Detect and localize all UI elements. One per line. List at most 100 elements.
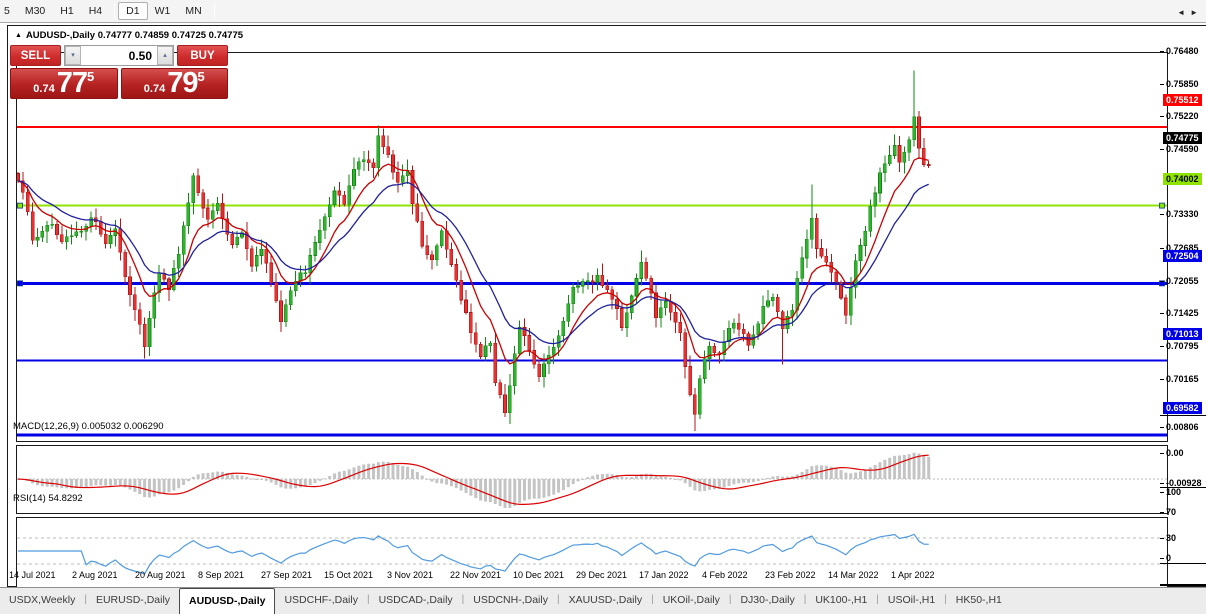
trade-panel-controls: SELL ▾ 0.50 ▴ BUY xyxy=(10,45,228,66)
buy-price-main: 79 xyxy=(167,67,198,99)
rsi-axis-label: 70 xyxy=(1166,506,1177,517)
date-axis-label: 10 Dec 2021 xyxy=(513,570,565,580)
sell-price-display[interactable]: 0.74 77 5 xyxy=(10,68,118,99)
volume-stepper: ▾ 0.50 ▴ xyxy=(64,45,174,66)
price-badge-0.75512: 0.75512 xyxy=(1163,94,1202,107)
volume-increase-button[interactable]: ▴ xyxy=(157,46,173,65)
price-badge-0.74002: 0.74002 xyxy=(1163,172,1202,185)
chart-tab-ukoil-daily[interactable]: UKOil-,Daily xyxy=(662,594,720,606)
collapse-triangle-icon[interactable]: ▲ xyxy=(15,32,22,39)
axis-tick xyxy=(1160,453,1164,454)
timeframe-button-m30[interactable]: M30 xyxy=(24,5,46,17)
price-axis-label: 0.75220 xyxy=(1166,111,1199,122)
tab-separator: | xyxy=(803,594,807,605)
volume-input[interactable]: 0.50 xyxy=(128,49,152,63)
timeframe-button-w1[interactable]: W1 xyxy=(154,5,171,17)
axis-tick xyxy=(1160,378,1164,380)
timeframe-button-h1[interactable]: H1 xyxy=(60,5,74,17)
date-axis-label: 23 Feb 2022 xyxy=(765,570,816,580)
axis-separator xyxy=(1160,487,1206,488)
chart-tab-hk50-h1[interactable]: HK50-,H1 xyxy=(955,594,1002,606)
axis-separator xyxy=(1160,584,1206,586)
buy-price-display[interactable]: 0.74 79 5 xyxy=(120,67,228,99)
chart-canvas[interactable] xyxy=(16,52,1168,612)
price-badge-0.69582: 0.69582 xyxy=(1163,402,1202,414)
chart-tab-usdx-weekly[interactable]: USDX,Weekly xyxy=(9,594,76,606)
macd-indicator-label: MACD(12,26,9) 0.005032 0.006290 xyxy=(13,421,164,432)
tab-separator: | xyxy=(556,594,560,605)
axis-tick xyxy=(1160,51,1164,52)
axis-tick xyxy=(1160,247,1164,249)
chart-tab-eurusd-daily[interactable]: EURUSD-,Daily xyxy=(95,594,171,606)
tab-separator: | xyxy=(728,594,732,605)
scroll-right-icon[interactable]: ► xyxy=(1190,8,1203,17)
price-badge-0.72504: 0.72504 xyxy=(1163,250,1202,263)
chart-tab-xauusd-daily[interactable]: XAUUSD-,Daily xyxy=(568,594,643,606)
chart-tab-audusd-daily[interactable]: AUDUSD-,Daily xyxy=(179,588,276,614)
timeframe-button-d1[interactable]: D1 xyxy=(118,2,148,20)
chart-tab-usdchf-daily[interactable]: USDCHF-,Daily xyxy=(284,594,358,606)
one-click-trading-panel: SELL ▾ 0.50 ▴ BUY 0.74 77 5 0.74 79 5 xyxy=(10,45,228,99)
rsi-indicator-label: RSI(14) 54.8292 xyxy=(13,493,83,504)
trade-panel-prices: 0.74 77 5 0.74 79 5 xyxy=(10,68,228,99)
rsi-axis-label: 0 xyxy=(1166,553,1172,563)
axis-tick xyxy=(1160,538,1164,540)
chart-tab-usdcnh-daily[interactable]: USDCNH-,Daily xyxy=(473,594,548,606)
axis-tick xyxy=(1160,149,1164,151)
buy-button[interactable]: BUY xyxy=(177,45,228,66)
axis-tick xyxy=(1160,558,1164,559)
symbol-period-label: AUDUSD-,Daily xyxy=(25,30,96,41)
sell-button[interactable]: SELL xyxy=(10,45,61,66)
sell-price-main: 77 xyxy=(56,67,88,99)
ohlc-values: 0.74777 0.74859 0.74725 0.74775 xyxy=(97,30,244,41)
scroll-left-icon[interactable]: ◄ xyxy=(1177,8,1191,17)
rsi-axis-label: 30 xyxy=(1166,533,1177,544)
chart-title: ▲ AUDUSD-,Daily 0.74777 0.74859 0.74725 0… xyxy=(15,30,243,41)
date-axis-label: 27 Sep 2021 xyxy=(261,570,313,580)
date-axis-label: 4 Feb 2022 xyxy=(702,570,748,580)
date-axis-label: 1 Apr 2022 xyxy=(891,570,935,580)
price-axis-label: 0.70165 xyxy=(1166,373,1199,384)
timeframe-button-5[interactable]: 5 xyxy=(4,5,10,17)
date-axis-label: 17 Jan 2022 xyxy=(639,570,689,580)
date-axis-label: 20 Aug 2021 xyxy=(135,570,186,580)
buy-price-prefix: 0.74 xyxy=(143,83,166,95)
tab-separator: | xyxy=(876,594,879,605)
tab-separator: | xyxy=(84,594,87,605)
tab-separator: | xyxy=(366,594,370,605)
date-axis-label: 2 Aug 2021 xyxy=(72,570,118,580)
timeframe-button-mn[interactable]: MN xyxy=(185,5,202,17)
toolbar-separator xyxy=(114,3,116,19)
macd-axis-label: -0.00928 xyxy=(1166,477,1202,488)
axis-tick xyxy=(1160,313,1164,315)
axis-tick xyxy=(1160,511,1164,513)
price-axis-label: 0.74590 xyxy=(1166,144,1199,155)
axis-separator xyxy=(1160,415,1206,416)
axis-tick xyxy=(1160,426,1164,428)
chart-tab-uk100-h1[interactable]: UK100-,H1 xyxy=(815,594,868,606)
volume-decrease-button[interactable]: ▾ xyxy=(65,46,81,65)
date-axis-label: 22 Nov 2021 xyxy=(450,570,502,580)
macd-axis-label: 0.00806 xyxy=(1166,421,1199,432)
date-axis-label: 8 Sep 2021 xyxy=(198,570,245,580)
axis-separator xyxy=(1160,563,1206,564)
triangle-up-icon: ▴ xyxy=(163,52,167,59)
sell-price-prefix: 0.74 xyxy=(33,83,55,95)
price-axis-label: 0.75850 xyxy=(1166,78,1199,89)
tab-separator: | xyxy=(461,594,465,605)
date-axis-label: 14 Mar 2022 xyxy=(828,570,879,580)
chart-tab-dj30-daily[interactable]: DJ30-,Daily xyxy=(740,594,795,606)
axis-tick xyxy=(1160,116,1164,118)
timeframe-button-h4[interactable]: H4 xyxy=(88,5,103,17)
chart-tab-usoil-h1[interactable]: USOil-,H1 xyxy=(887,594,936,606)
triangle-down-icon: ▾ xyxy=(71,52,75,59)
axis-tick xyxy=(1160,280,1164,282)
chart-tab-usdcad-daily[interactable]: USDCAD-,Daily xyxy=(378,594,453,606)
chart-window xyxy=(7,25,1206,612)
timeframe-toolbar: 5 M30 H1 H4 D1 W1 MN xyxy=(0,0,1206,23)
date-axis-label: 3 Nov 2021 xyxy=(387,570,434,580)
axis-tick xyxy=(1160,83,1164,85)
tab-scroll-arrows: ◄► xyxy=(1177,8,1203,17)
axis-tick xyxy=(1160,482,1164,484)
